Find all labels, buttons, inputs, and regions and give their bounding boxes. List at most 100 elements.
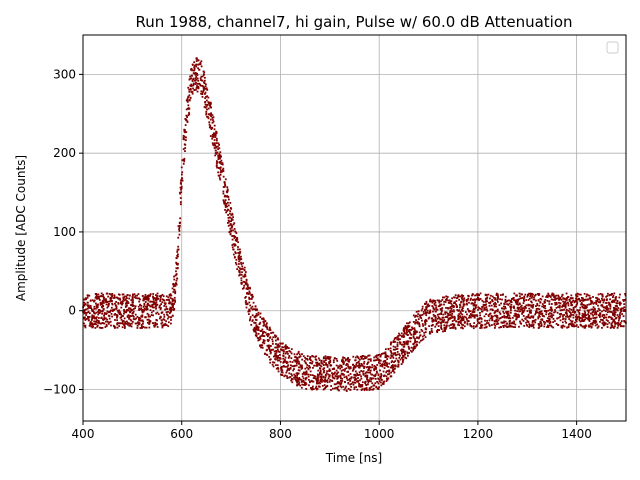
data-point	[572, 306, 575, 309]
data-point	[437, 315, 440, 318]
data-point	[222, 167, 225, 170]
data-point	[575, 320, 578, 323]
data-point	[586, 298, 589, 301]
data-point	[119, 302, 122, 305]
data-point	[165, 307, 168, 310]
data-point	[567, 315, 569, 318]
data-point	[165, 324, 168, 326]
data-point	[358, 362, 361, 365]
data-point	[193, 72, 196, 75]
data-point	[299, 364, 302, 367]
data-point	[95, 323, 98, 326]
data-point	[239, 258, 242, 260]
data-point	[565, 309, 568, 312]
data-point	[383, 363, 386, 365]
data-point	[219, 173, 222, 176]
data-point	[240, 263, 243, 266]
data-point	[408, 325, 411, 328]
data-point	[248, 290, 251, 293]
data-point	[504, 295, 507, 298]
data-point	[362, 355, 365, 357]
data-point	[343, 356, 346, 359]
data-point	[550, 308, 553, 311]
data-point	[342, 373, 345, 376]
data-point	[189, 97, 192, 99]
data-point	[352, 355, 355, 358]
data-point	[392, 353, 395, 356]
data-point	[213, 143, 216, 146]
data-point	[550, 324, 552, 327]
data-point	[161, 321, 164, 324]
data-point	[123, 317, 126, 320]
data-point	[601, 310, 603, 313]
data-point	[115, 305, 118, 308]
data-point	[209, 118, 212, 121]
data-point	[159, 304, 161, 307]
data-point	[297, 372, 300, 375]
chart-title: Run 1988, channel7, hi gain, Pulse w/ 60…	[135, 13, 572, 31]
data-point	[460, 297, 463, 299]
data-point	[339, 364, 342, 367]
data-point	[233, 228, 236, 230]
data-point	[486, 322, 488, 324]
data-point	[245, 303, 248, 306]
data-point	[156, 319, 158, 322]
data-point	[390, 375, 393, 378]
data-point	[99, 322, 102, 325]
data-point	[522, 298, 525, 300]
data-point	[552, 321, 555, 323]
data-point	[126, 304, 128, 307]
data-point	[502, 324, 505, 327]
data-point	[291, 381, 294, 384]
data-point	[225, 205, 227, 208]
data-point	[214, 149, 217, 152]
data-point	[506, 316, 509, 319]
data-point	[496, 296, 499, 299]
data-point	[521, 297, 524, 299]
data-point	[189, 75, 192, 78]
data-point	[497, 297, 499, 300]
data-point	[496, 316, 499, 319]
data-point	[435, 306, 438, 309]
data-point	[92, 315, 95, 317]
data-point	[516, 294, 518, 297]
data-point	[121, 293, 124, 296]
data-point	[131, 312, 134, 315]
data-point	[614, 311, 617, 314]
data-point	[364, 375, 367, 378]
data-point	[549, 308, 552, 311]
data-point	[530, 301, 533, 304]
data-point	[607, 316, 610, 319]
data-point	[141, 315, 144, 318]
data-point	[612, 294, 615, 297]
data-point	[427, 317, 430, 320]
data-point	[504, 305, 506, 308]
data-point	[175, 257, 178, 260]
data-point	[384, 352, 387, 355]
data-point	[315, 382, 318, 385]
data-point	[358, 385, 360, 388]
data-point	[412, 335, 415, 338]
data-point	[580, 303, 582, 306]
data-point	[184, 150, 186, 153]
data-point	[541, 318, 544, 321]
data-point	[581, 317, 583, 319]
data-point	[204, 93, 206, 95]
data-point	[497, 295, 499, 298]
data-point	[103, 314, 105, 317]
data-point	[261, 344, 264, 347]
data-point	[399, 342, 402, 345]
data-point	[229, 223, 232, 225]
data-point	[438, 329, 441, 331]
data-point	[298, 376, 301, 379]
data-point	[219, 161, 221, 164]
data-point	[84, 311, 87, 314]
data-point	[331, 387, 334, 390]
data-point	[513, 305, 515, 308]
data-point	[401, 335, 403, 338]
data-point	[202, 70, 205, 73]
data-point	[547, 292, 550, 295]
data-point	[505, 312, 508, 315]
data-point	[114, 313, 117, 315]
data-point	[306, 357, 309, 360]
